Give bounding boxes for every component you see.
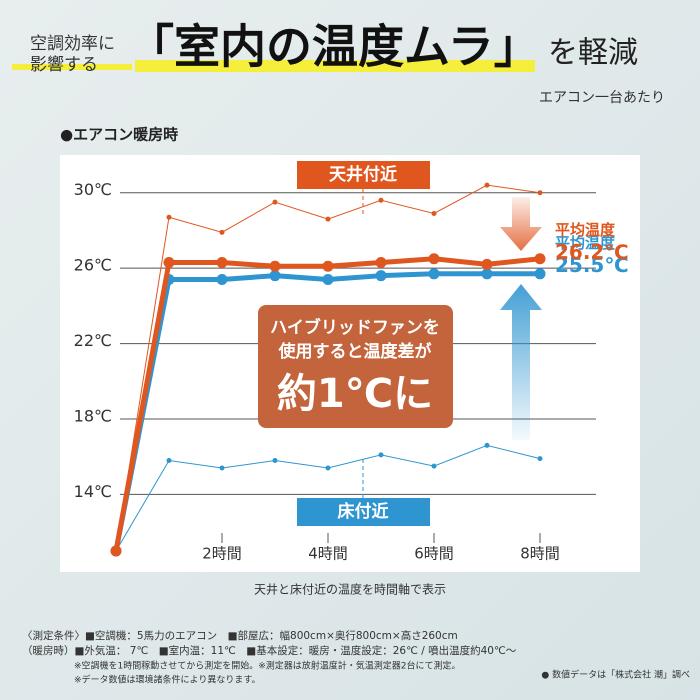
data-point — [325, 465, 331, 471]
series-label: 床付近 — [338, 501, 389, 522]
highlight — [135, 60, 535, 72]
data-point — [216, 256, 228, 268]
series-label: 天井付近 — [329, 164, 397, 185]
callout: 約1℃に — [277, 371, 433, 417]
data-point — [431, 210, 437, 216]
caption: 天井と床付近の温度を時間軸で表示 — [254, 582, 446, 597]
chart-title: ●エアコン暖房時 — [60, 126, 178, 144]
x-tick-label: 6時間 — [414, 545, 454, 563]
data-point — [272, 457, 278, 463]
data-point — [219, 465, 225, 471]
data-point — [378, 452, 384, 458]
data-point — [534, 253, 546, 265]
series-label-box — [297, 498, 430, 526]
data-point — [325, 216, 331, 222]
average-label: 25.5℃ — [555, 253, 629, 277]
note: ※データ数値は環境諸条件により異なります。 — [74, 674, 260, 686]
x-tick-label: 4時間 — [308, 545, 348, 563]
arrow-up — [500, 284, 542, 440]
headline-suffix: を軽減 — [548, 36, 638, 71]
data-point — [166, 214, 172, 220]
callout: ハイブリッドファンを — [270, 317, 440, 338]
data-point — [375, 256, 387, 268]
source: ● 数値データは「株式会社 潮」調べ — [541, 669, 690, 681]
series-label: 平均温度 — [555, 234, 616, 252]
y-tick-label: 26℃ — [74, 256, 112, 275]
data-point — [269, 260, 281, 272]
callout-box — [258, 305, 453, 428]
arrow-down — [500, 197, 542, 251]
lead: 影響する — [30, 55, 98, 75]
data-point — [378, 197, 384, 203]
data-point — [428, 268, 440, 280]
data-point — [537, 456, 543, 462]
lead: 空調効率に — [30, 34, 115, 54]
data-point — [216, 273, 228, 285]
data-point — [484, 182, 490, 188]
y-tick-label: 14℃ — [74, 482, 112, 501]
condition: （暖房時）■外気温： 7℃ ■室内温：11℃ ■基本設定：暖房・温度設定：26℃… — [22, 644, 517, 657]
data-point — [428, 253, 440, 265]
x-tick-label: 2時間 — [202, 545, 242, 563]
data-point — [269, 270, 281, 282]
data-point — [322, 273, 334, 285]
data-point — [272, 199, 278, 205]
data-point — [322, 260, 334, 272]
callout: 使用すると温度差が — [278, 341, 432, 362]
condition: 〈測定条件〉■空調機：5馬力のエアコン ■部屋広：幅800cm×奥行800cm×… — [22, 629, 458, 642]
y-tick-label: 30℃ — [74, 180, 112, 199]
data-point — [219, 229, 225, 235]
average-label: 26.2℃ — [555, 240, 629, 264]
data-point — [163, 256, 175, 268]
data-point — [484, 442, 490, 448]
y-tick-label: 22℃ — [74, 331, 112, 350]
data-point — [481, 258, 493, 270]
series-label: 平均温度 — [555, 221, 616, 239]
subhead: エアコン一台あたり — [539, 90, 665, 106]
data-point — [431, 463, 437, 469]
data-point — [375, 270, 387, 282]
headline: 「室内の温度ムラ」 — [128, 20, 540, 74]
data-point — [110, 545, 122, 557]
y-tick-label: 18℃ — [74, 407, 112, 426]
series-label-box — [297, 161, 430, 189]
data-point — [166, 457, 172, 463]
highlight — [12, 64, 132, 70]
note: ※空調機を1時間稼動させてから測定を開始。※測定器は放射温度計・気温測定器2台に… — [74, 660, 461, 672]
data-point — [537, 190, 543, 196]
data-point — [481, 268, 493, 280]
data-point — [534, 268, 546, 280]
x-tick-label: 8時間 — [520, 545, 560, 563]
